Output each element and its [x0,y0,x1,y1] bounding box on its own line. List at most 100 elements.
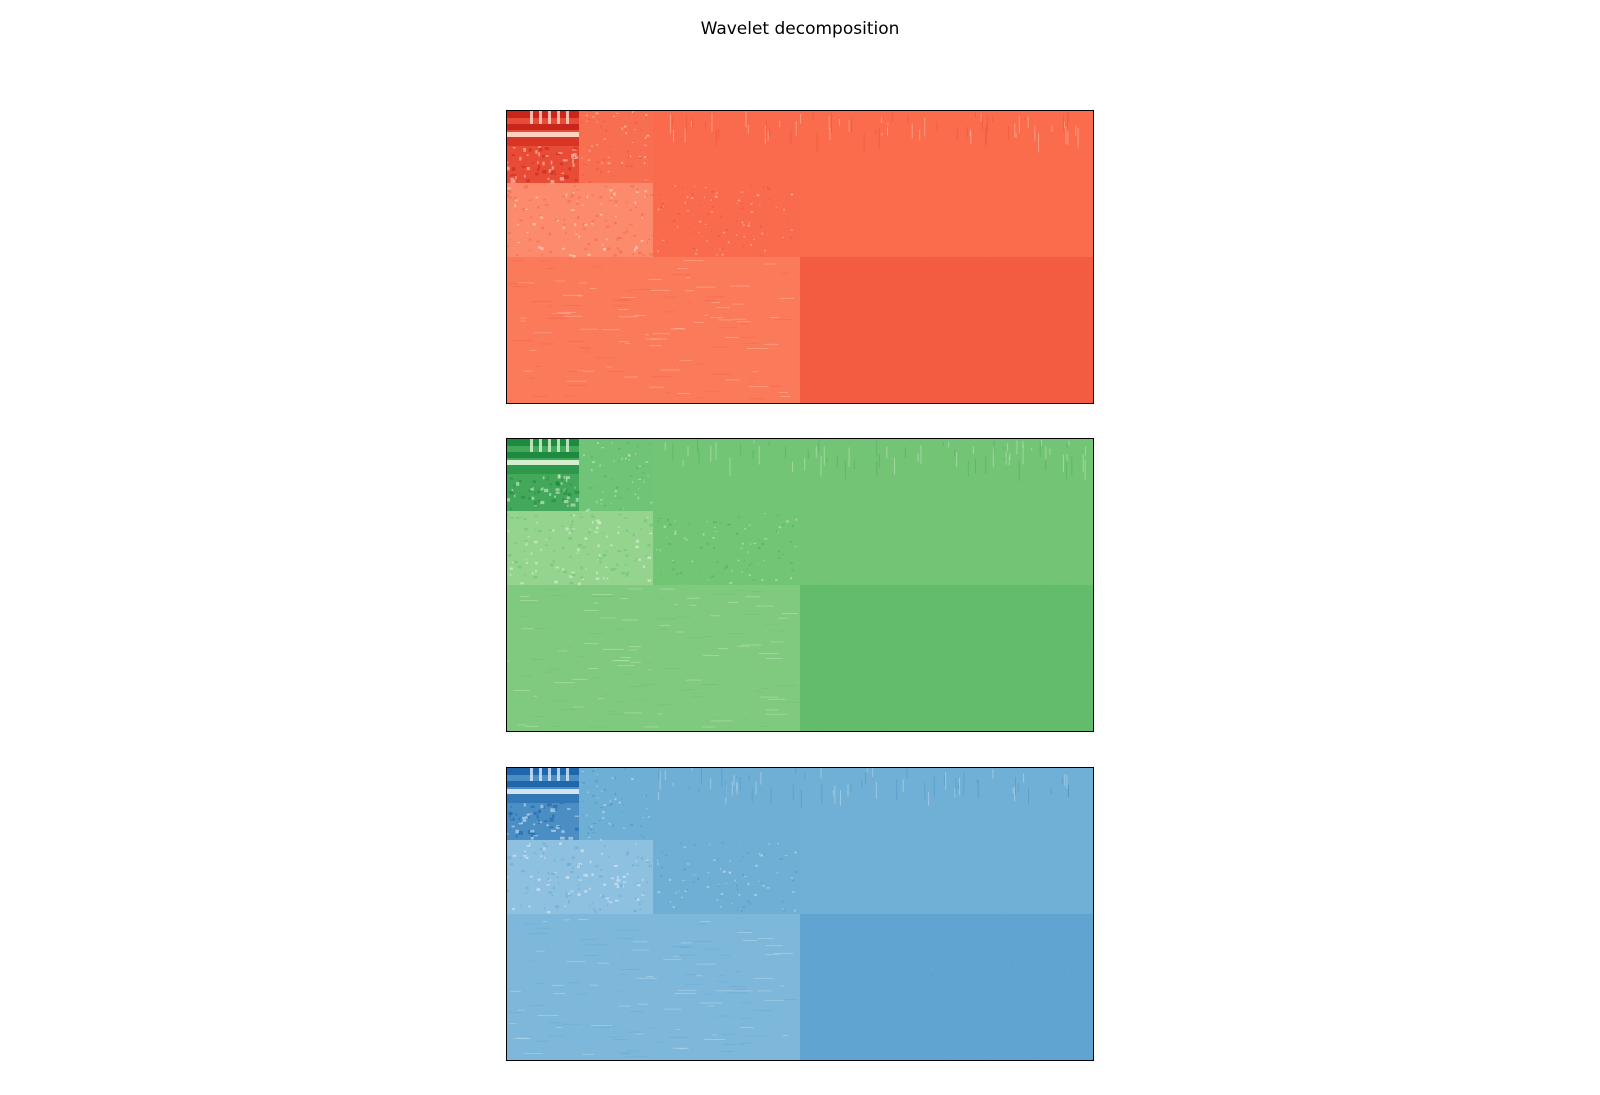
texture-grain [939,376,941,378]
texture-streak [675,631,685,633]
texture-speck [550,180,555,184]
texture-grain [922,287,924,289]
subband-level3-horizontal [579,438,653,474]
texture-speck [544,544,549,546]
texture-speck [626,572,629,575]
approximation-shore [506,781,579,787]
texture-speck [557,909,559,911]
texture-streak [509,1023,517,1025]
texture-grain [1059,658,1061,660]
texture-speck [616,238,618,241]
texture-grain [955,1049,956,1051]
texture-grain [1016,626,1018,627]
texture-streak [753,439,755,444]
texture-streak [710,615,720,617]
texture-streak [677,989,697,991]
texture-speck [592,908,596,910]
texture-grain [888,603,890,605]
texture-speck [597,559,600,561]
texture-speck [554,173,556,176]
texture-streak [800,790,802,809]
texture-speck [555,826,558,829]
texture-speck [603,120,606,122]
texture-grain [859,649,861,651]
texture-streak [902,779,904,793]
texture-streak [518,615,532,617]
texture-streak [848,120,850,132]
texture-streak [523,370,533,372]
texture-streak [655,1041,666,1043]
texture-streak [1031,448,1033,451]
texture-speck [723,231,726,234]
approximation-top-strip [506,767,579,775]
texture-grain [880,959,882,961]
texture-grain [959,926,961,928]
texture-streak [755,690,762,692]
texture-grain [1054,657,1056,659]
texture-speck [528,199,532,201]
texture-speck [596,571,598,575]
texture-speck [637,855,639,858]
texture-grain [982,971,984,973]
approximation-highlight [506,132,579,137]
texture-speck [777,550,780,553]
texture-speck [551,872,555,875]
texture-grain [1000,917,1002,919]
texture-speck [557,152,563,154]
texture-speck [528,905,531,908]
texture-streak [1009,452,1011,460]
texture-streak [698,789,700,793]
texture-grain [862,317,864,319]
texture-speck [602,468,604,470]
texture-grain [930,942,932,944]
texture-streak [704,1039,726,1040]
texture-speck [632,481,634,483]
texture-grain [1011,984,1013,985]
texture-speck [749,903,752,905]
texture-speck [614,495,616,497]
texture-speck [713,521,716,524]
texture-grain [988,597,990,599]
texture-streak [977,780,979,799]
texture-streak [573,706,584,708]
texture-streak [518,282,535,284]
texture-speck [725,882,727,884]
texture-streak [847,784,849,797]
texture-speck [533,576,538,579]
texture-speck [576,202,579,205]
texture-speck [638,465,642,467]
texture-speck [596,121,599,123]
texture-streak [710,373,731,375]
texture-speck [610,544,613,547]
texture-streak [578,656,586,658]
texture-speck [673,219,676,221]
texture-speck [536,521,538,524]
texture-speck [594,910,597,913]
texture-grain [1078,678,1080,680]
texture-speck [641,900,644,903]
texture-streak [761,688,769,689]
texture-speck [630,165,633,167]
texture-speck [632,111,634,114]
texture-speck [640,857,644,860]
texture-speck [552,886,555,890]
texture-grain [1057,350,1059,352]
texture-speck [561,247,565,250]
texture-speck [735,532,739,535]
texture-speck [782,524,785,526]
texture-speck [750,203,753,205]
texture-speck [526,154,529,157]
texture-speck [561,490,563,493]
texture-speck [533,852,537,854]
texture-grain [1039,716,1041,718]
texture-grain [905,951,907,953]
texture-speck [564,489,568,493]
subband-level1-diagonal [800,914,1094,1061]
texture-streak [592,594,613,595]
texture-streak [736,775,738,783]
texture-streak [1015,132,1017,138]
texture-grain [885,637,887,639]
texture-speck [643,519,647,523]
texture-speck [628,156,630,159]
texture-speck [775,206,778,208]
